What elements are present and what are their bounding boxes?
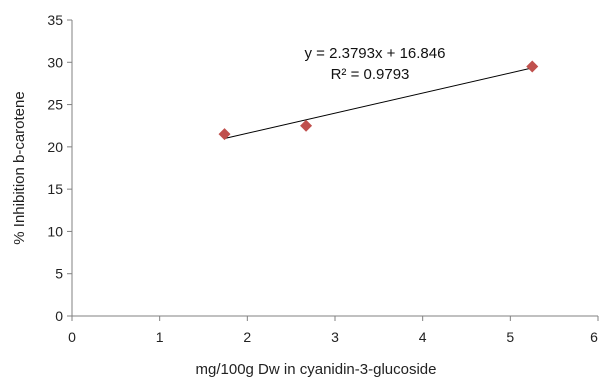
x-tick-label: 3: [331, 329, 339, 345]
trendline-r-squared: R² = 0.9793: [331, 66, 410, 83]
x-tick-label: 5: [506, 329, 514, 345]
x-axis-ticks: 0 1 2 3 4 5 6: [68, 316, 599, 345]
data-point: [526, 60, 539, 73]
y-tick-label: 0: [55, 308, 63, 324]
data-point: [300, 119, 313, 132]
x-tick-label: 0: [68, 329, 76, 345]
data-point: [218, 128, 231, 141]
x-tick-label: 4: [419, 329, 427, 345]
x-tick-label: 1: [156, 329, 164, 345]
y-axis-label: % Inhibition b-carotene: [11, 91, 28, 244]
y-tick-label: 15: [47, 181, 63, 197]
y-tick-label: 30: [47, 54, 63, 70]
y-tick-label: 10: [47, 223, 63, 239]
y-tick-label: 5: [55, 266, 63, 282]
data-points: [218, 60, 539, 141]
x-tick-label: 2: [243, 329, 251, 345]
y-axis-ticks: 0 5 10 15 20 25 30 35: [47, 12, 72, 324]
trendline-equation: y = 2.3793x + 16.846: [305, 45, 446, 62]
y-tick-label: 25: [47, 97, 63, 113]
trendline: [224, 67, 533, 140]
x-axis-label: mg/100g Dw in cyanidin-3-glucoside: [196, 361, 437, 378]
y-tick-label: 35: [47, 12, 63, 28]
x-tick-label: 6: [590, 329, 598, 345]
y-tick-label: 20: [47, 139, 63, 155]
